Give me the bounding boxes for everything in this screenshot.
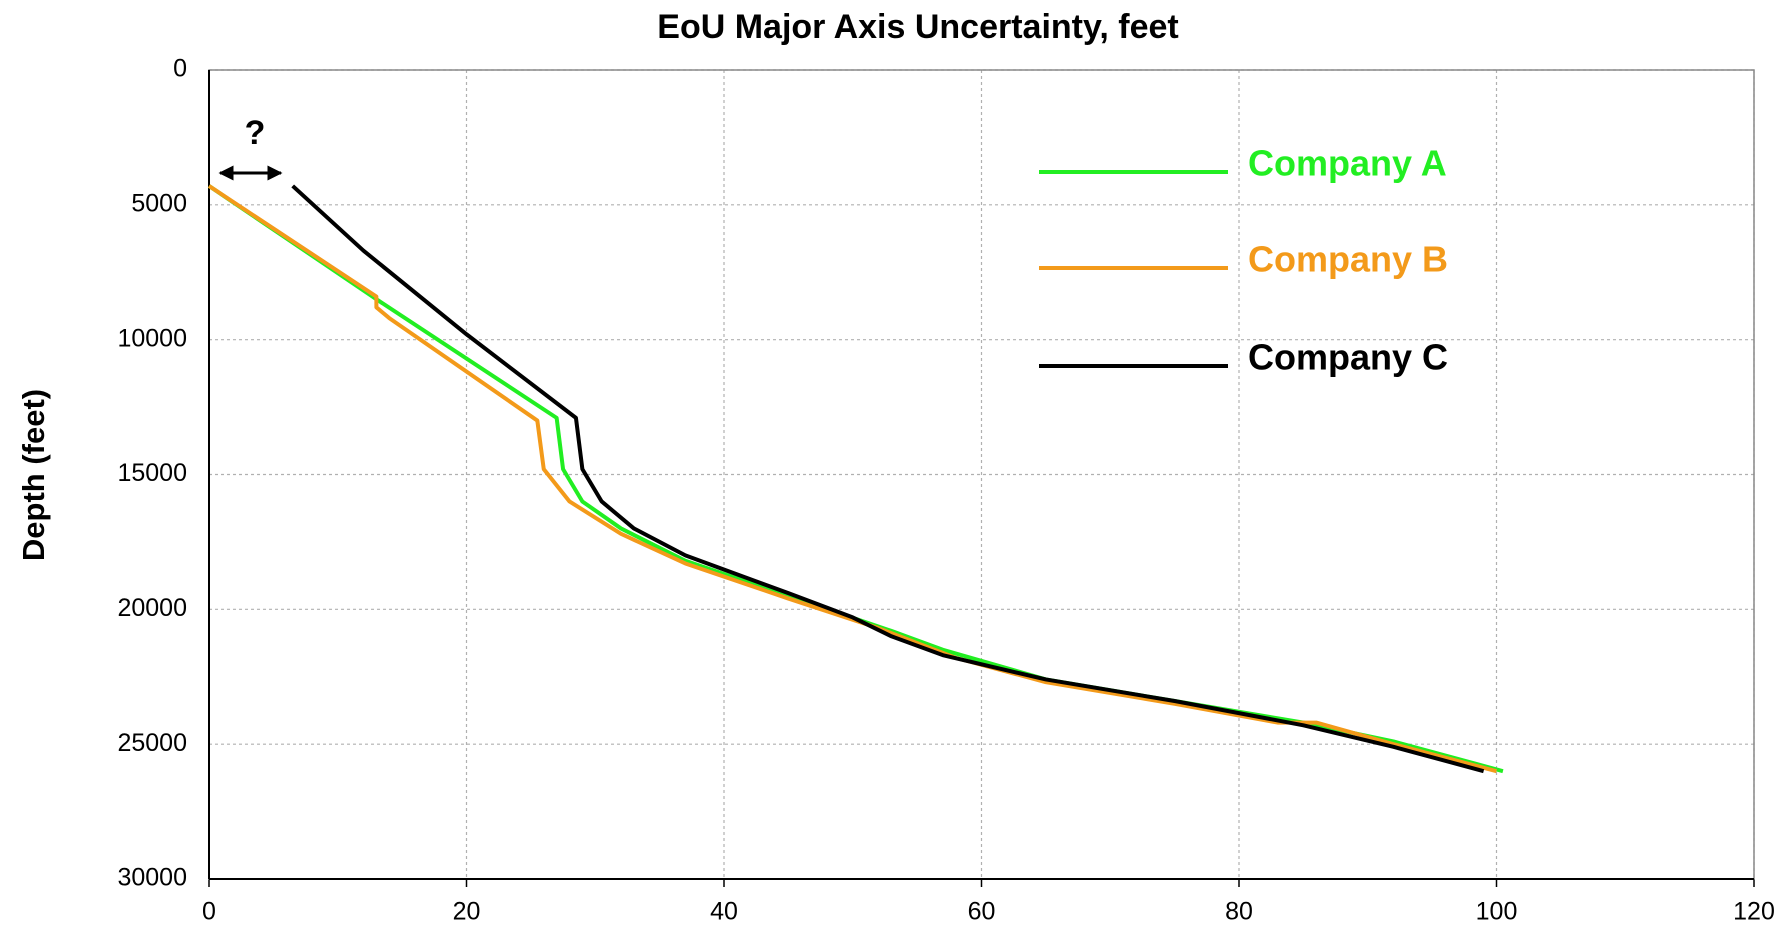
y-tick-label: 0	[173, 55, 187, 83]
chart-title: EoU Major Axis Uncertainty, feet	[657, 8, 1178, 46]
annotation: ?	[245, 114, 266, 152]
x-tick-label: 60	[968, 898, 996, 926]
x-tick-label: 40	[710, 898, 738, 926]
legend-label: Company B	[1248, 239, 1448, 280]
y-tick-label: 5000	[131, 189, 187, 217]
x-tick-label: 20	[453, 898, 481, 926]
x-tick-label: 100	[1476, 898, 1518, 926]
y-axis-label: Depth (feet)	[16, 389, 51, 561]
y-tick-label: 10000	[117, 324, 187, 352]
y-tick-label: 15000	[117, 459, 187, 487]
y-tick-label: 20000	[117, 594, 187, 622]
legend-label: Company C	[1248, 337, 1448, 378]
x-tick-label: 0	[202, 898, 216, 926]
series-line	[291, 184, 1485, 774]
legend-label: Company A	[1248, 143, 1447, 184]
y-tick-label: 25000	[117, 729, 187, 757]
y-tick-label: 30000	[117, 864, 187, 892]
x-tick-label: 120	[1733, 898, 1775, 926]
x-tick-label: 80	[1225, 898, 1253, 926]
